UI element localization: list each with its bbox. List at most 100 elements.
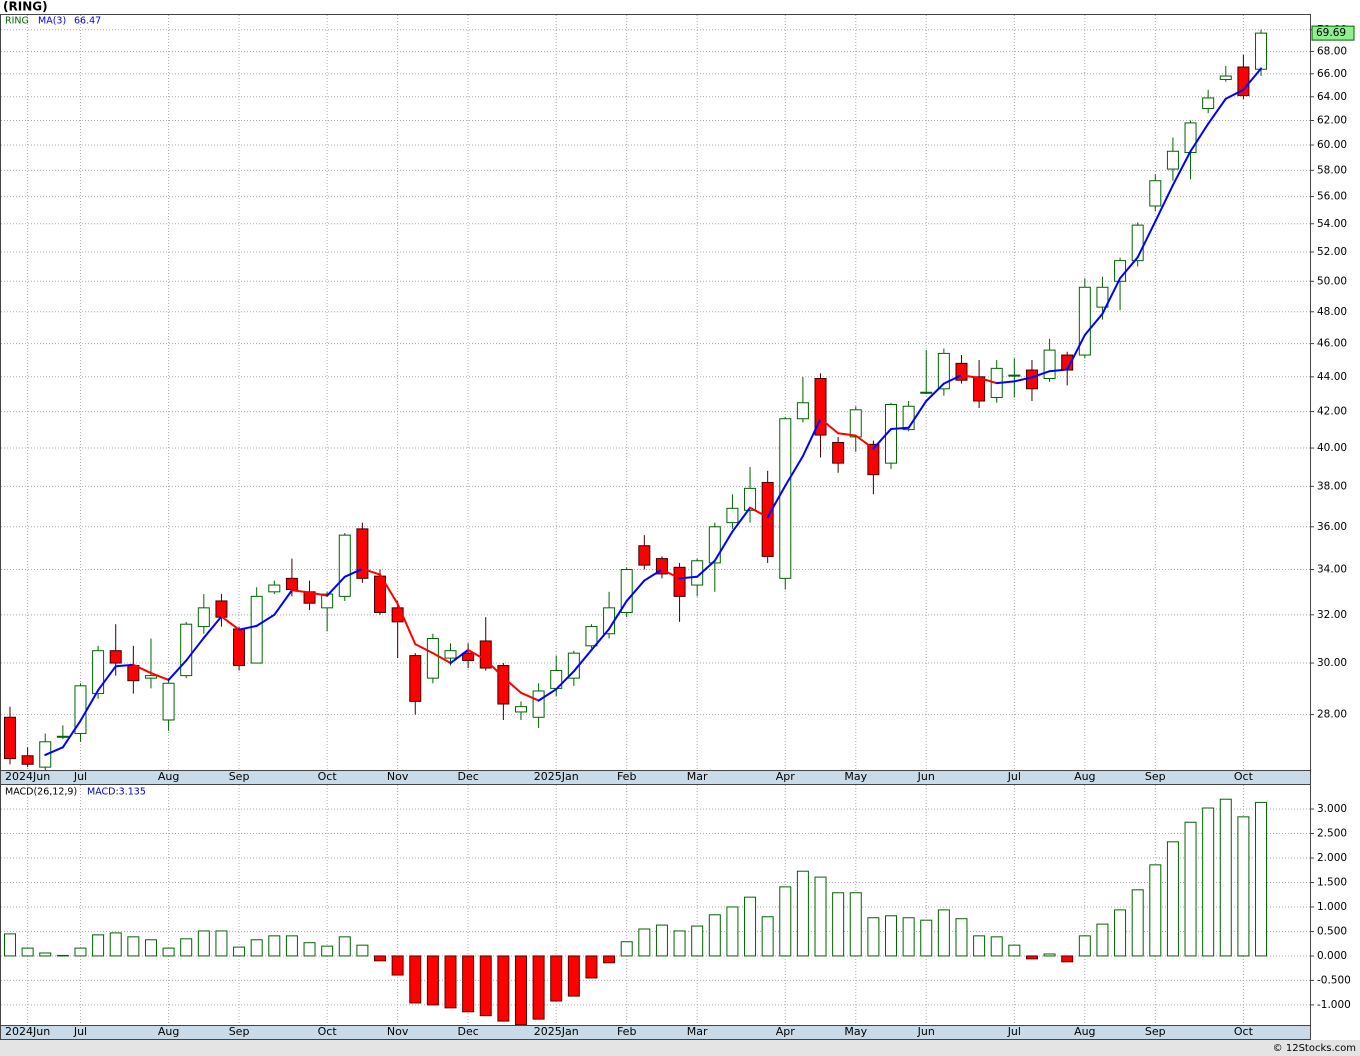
candle-body	[250, 595, 263, 664]
x-tick-label: Oct	[1234, 1025, 1254, 1038]
ma-segment	[696, 559, 716, 578]
candle-body	[937, 352, 950, 390]
ma-segment	[132, 663, 152, 675]
candle-body	[1237, 66, 1250, 97]
y-tick-label: 64.00	[1317, 91, 1347, 103]
candle-body	[814, 378, 827, 436]
ma-segment	[114, 663, 135, 668]
ma-segment	[960, 374, 981, 380]
candle-body	[233, 628, 246, 667]
x-tick-label: Aug	[158, 770, 179, 783]
candle-body	[655, 558, 668, 575]
macd-bar	[1219, 798, 1232, 957]
ma-segment	[1171, 150, 1192, 187]
candle-body	[514, 706, 527, 713]
macd-bar	[479, 955, 492, 1017]
ma-segment	[925, 382, 945, 402]
ma-segment	[396, 602, 417, 646]
macd-bar	[1202, 807, 1215, 957]
ma-segment	[79, 689, 100, 722]
candle-body	[532, 690, 545, 718]
candle-body	[180, 623, 193, 677]
ma-segment	[308, 591, 329, 597]
ma-segment	[766, 484, 787, 519]
x-tick-label: Nov	[387, 770, 409, 783]
macd-bar	[1131, 889, 1144, 957]
y-tick-label: 34.00	[1317, 564, 1347, 576]
candle-body	[127, 665, 140, 682]
ma-segment	[431, 652, 452, 665]
macd-bar	[885, 915, 897, 957]
ma-segment	[361, 567, 382, 576]
candle-body	[321, 593, 334, 609]
candle-body	[1255, 32, 1268, 70]
candle-body	[726, 507, 739, 524]
macd-bar	[1114, 909, 1127, 957]
ma-segment	[555, 670, 575, 691]
x-tick-label: Jul	[1007, 1025, 1021, 1038]
macd-bar	[1237, 816, 1250, 957]
ma-segment	[220, 615, 241, 631]
macd-bar	[638, 928, 651, 957]
x-tick-label: Jul	[1007, 770, 1021, 783]
macd-bar	[1166, 841, 1179, 957]
y-tick-label: 60.00	[1317, 139, 1347, 151]
candle-body	[920, 391, 933, 394]
ma-segment	[1119, 256, 1139, 280]
macd-bar	[180, 938, 193, 957]
candle-body	[356, 528, 369, 579]
candle-body	[1025, 369, 1038, 390]
ma-segment	[1013, 376, 1033, 383]
ma-segment	[731, 506, 752, 533]
ma-segment	[819, 417, 840, 435]
ma-segment	[167, 659, 188, 681]
candle-body	[444, 650, 457, 659]
x-tick-label: 2025Jan	[534, 770, 579, 783]
candle-body	[409, 655, 422, 702]
macd-bar	[1061, 955, 1074, 963]
y-tick-label: 44.00	[1317, 371, 1347, 383]
ma-segment	[854, 434, 875, 450]
macd-bar	[990, 936, 1003, 957]
macd-bar	[21, 947, 34, 957]
macd-bar	[4, 933, 16, 957]
ma-segment	[1101, 277, 1122, 315]
x-tick-label: Jun	[917, 1025, 935, 1038]
candle-body	[708, 526, 721, 564]
macd-bar	[127, 936, 140, 957]
ma-segment	[713, 530, 734, 562]
macd-bar	[955, 918, 968, 957]
macd-bar	[814, 876, 827, 957]
x-tick-label: Oct	[318, 1025, 338, 1038]
candle-body	[1008, 374, 1021, 377]
candle-body	[462, 652, 475, 662]
macd-bar	[1043, 953, 1056, 957]
ma-segment	[1066, 334, 1086, 371]
y-tick-label: 66.00	[1317, 68, 1347, 80]
candle-body	[638, 545, 651, 566]
ma-segment	[749, 506, 769, 519]
legend-macd-name: MACD(26,12,9)	[5, 787, 77, 798]
ma-segment	[572, 648, 593, 673]
ma-segment	[185, 636, 205, 662]
ma-segment	[978, 377, 998, 385]
macd-bar	[973, 935, 986, 957]
candle-body	[426, 638, 439, 679]
candle-body	[1166, 150, 1179, 170]
last-price-box	[1311, 25, 1355, 41]
y-tick-label: 30.00	[1317, 657, 1347, 669]
x-tick-label: Aug	[158, 1025, 179, 1038]
x-tick-label: Sep	[1145, 770, 1166, 783]
ma-segment	[1048, 368, 1069, 373]
candle-body	[215, 600, 228, 618]
ma-segment	[643, 568, 663, 582]
candle-body	[1219, 75, 1232, 80]
macd-bar	[215, 930, 228, 957]
y-tick-label: 38.00	[1317, 480, 1347, 492]
macd-bar	[655, 924, 668, 957]
x-tick-label: Sep	[229, 770, 250, 783]
macd-bar	[796, 870, 809, 957]
candle-body	[197, 607, 210, 628]
y-tick-label: 2.500	[1317, 827, 1347, 839]
